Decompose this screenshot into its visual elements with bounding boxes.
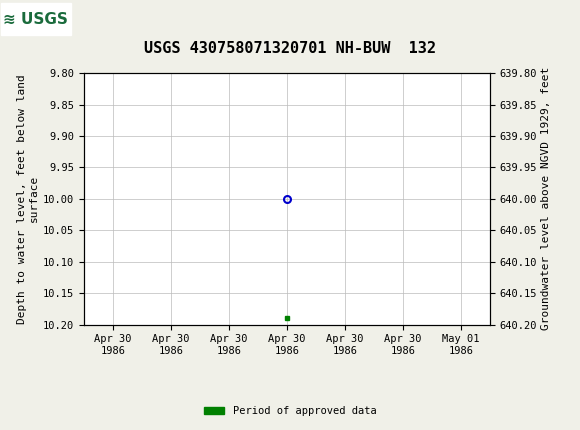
FancyBboxPatch shape <box>1 3 71 35</box>
Y-axis label: Depth to water level, feet below land
surface: Depth to water level, feet below land su… <box>17 74 39 324</box>
Y-axis label: Groundwater level above NGVD 1929, feet: Groundwater level above NGVD 1929, feet <box>542 67 552 331</box>
Legend: Period of approved data: Period of approved data <box>200 402 380 421</box>
Text: USGS 430758071320701 NH-BUW  132: USGS 430758071320701 NH-BUW 132 <box>144 41 436 55</box>
Text: ≋ USGS: ≋ USGS <box>3 12 68 26</box>
